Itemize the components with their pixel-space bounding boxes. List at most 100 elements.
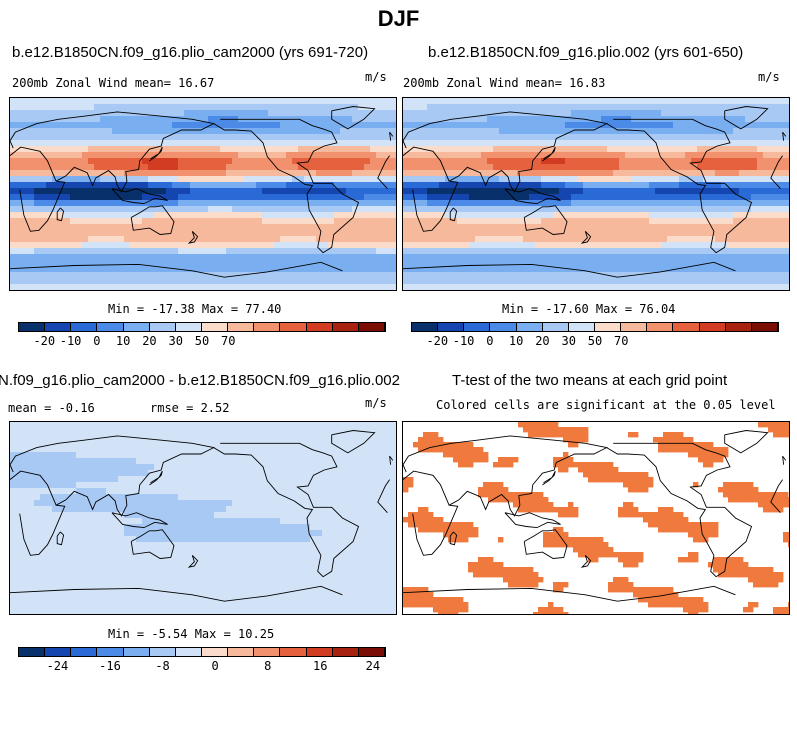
field-cell [745,122,752,129]
field-cell [274,224,281,231]
field-cell [757,188,764,195]
field-cell [310,224,317,231]
field-cell [745,242,752,249]
field-cell [505,164,512,171]
field-cell [571,182,578,189]
field-cell [751,206,758,213]
field-cell [130,212,137,219]
field-cell [16,230,23,237]
field-cell [376,110,383,117]
field-cell [124,266,131,273]
field-cell [613,122,620,129]
field-cell [685,206,692,213]
field-cell [727,146,734,153]
field-cell [82,104,89,111]
field-cell [739,230,746,237]
field-cell [274,230,281,237]
field-cell [691,104,698,111]
field-cell [655,284,662,290]
field-cell [763,206,770,213]
field-cell [547,110,554,117]
field-cell [685,224,692,231]
field-cell [232,212,239,219]
field-cell [733,224,740,231]
field-cell [100,200,107,207]
field-cell [403,194,410,201]
field-cell [10,110,17,117]
field-cell [481,140,488,147]
field-cell [703,194,710,201]
field-cell [679,104,686,111]
field-cell [679,188,686,195]
field-cell [511,236,518,243]
field-cell [346,278,353,285]
field-cell [493,242,500,249]
field-cell [457,110,464,117]
field-cell [16,182,23,189]
field-cell [244,200,251,207]
field-cell [394,212,396,219]
field-cell [523,176,530,183]
colorbar-tick-label: 0 [486,334,494,348]
field-cell [376,482,383,489]
field-cell [214,176,221,183]
field-cell [457,194,464,201]
field-cell [715,242,722,249]
field-cell [190,434,197,441]
field-cell [613,224,620,231]
field-cell [661,206,668,213]
field-cell [787,272,789,279]
field-cell [481,116,488,123]
field-cell [178,104,185,111]
field-cell [94,230,101,237]
field-cell [328,272,335,279]
field-cell [52,470,59,477]
field-cell [58,200,65,207]
field-cell [16,458,23,465]
field-cell [445,164,452,171]
field-cell [226,428,233,435]
field-cell [613,266,620,273]
field-cell [370,122,377,129]
field-cell [781,128,788,135]
field-cell [40,206,47,213]
field-cell [298,152,305,159]
field-cell [334,134,341,141]
field-cell [481,242,488,249]
field-cell [553,242,560,249]
field-cell [46,452,53,459]
field-cell [727,200,734,207]
field-cell [226,122,233,129]
field-cell [451,236,458,243]
field-cell [346,164,353,171]
field-cell [649,236,656,243]
field-cell [52,440,59,447]
field-cell [463,182,470,189]
field-cell [346,212,353,219]
field-cell [661,218,668,225]
field-cell [148,428,155,435]
field-cell [310,428,317,435]
field-cell [88,98,95,105]
field-cell [619,200,626,207]
field-cell [697,260,704,267]
field-cell [316,176,323,183]
field-cell [613,236,620,243]
field-cell [112,98,119,105]
field-cell [655,248,662,255]
field-cell [94,248,101,255]
field-cell [196,170,203,177]
field-cell [238,206,245,213]
field-cell [58,104,65,111]
field-cell [46,236,53,243]
field-cell [727,212,734,219]
field-cell [571,284,578,290]
field-cell [118,422,125,429]
field-cell [154,428,161,435]
field-cell [757,116,764,123]
field-cell [322,170,329,177]
field-cell [613,260,620,267]
field-cell [286,170,293,177]
field-cell [160,248,167,255]
field-cell [136,104,143,111]
